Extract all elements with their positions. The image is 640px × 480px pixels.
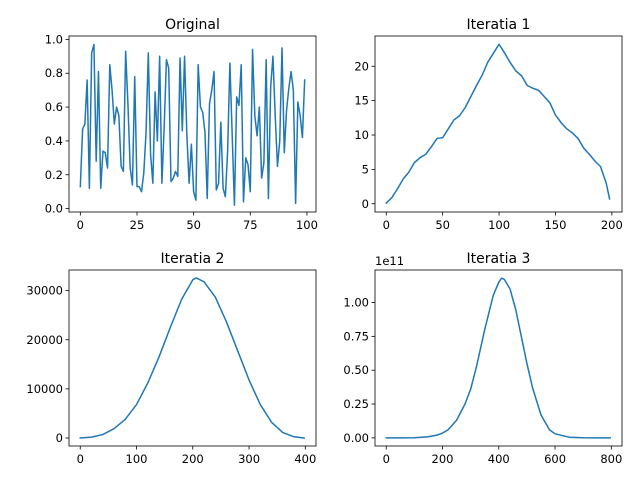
x-tick-label: 100 — [296, 218, 318, 232]
y-tick-label: 1.0 — [45, 32, 63, 46]
subplot-4: 0 200 400 600 800 0.00 0.25 0.50 0.75 1.00 Iterati… — [343, 251, 623, 466]
y-tick-label: 0.4 — [45, 134, 63, 148]
y-tick-label: 0.00 — [343, 431, 369, 445]
x-tick-label: 200 — [182, 452, 204, 466]
subplot-title: Original — [165, 17, 220, 33]
subplot-title: Iteratia 1 — [467, 17, 531, 33]
y-tick-label: 10 — [354, 128, 369, 142]
x-tick-label: 0 — [383, 218, 390, 232]
x-tick-label: 0 — [77, 452, 84, 466]
y-tick-label: 0 — [362, 197, 369, 211]
y-tick-label: 0.50 — [343, 363, 369, 377]
x-tick-label: 400 — [488, 452, 510, 466]
x-tick-label: 200 — [432, 452, 454, 466]
x-tick-label: 300 — [238, 452, 260, 466]
x-tick-label: 0 — [77, 218, 84, 232]
y-tick-label: 0.75 — [343, 329, 369, 343]
x-tick-label: 100 — [126, 452, 148, 466]
x-tick-label: 50 — [435, 218, 450, 232]
y-tick-label: 20 — [354, 59, 369, 73]
x-tick-label: 150 — [544, 218, 566, 232]
x-tick-label: 600 — [544, 452, 566, 466]
y-tick-label: 0.25 — [343, 397, 369, 411]
x-tick-label: 50 — [186, 218, 201, 232]
x-tick-label: 800 — [600, 452, 622, 466]
y-tick-label: 30000 — [26, 284, 63, 298]
series-line — [79, 277, 306, 439]
y-tick-label: 5 — [362, 162, 369, 176]
y-tick-label: 0.0 — [45, 202, 63, 216]
series-line — [385, 43, 611, 205]
subplot-title: Iteratia 3 — [467, 251, 531, 267]
y-tick-label: 0 — [56, 431, 63, 445]
series-line — [79, 43, 306, 206]
y-tick-label: 15 — [354, 94, 369, 108]
x-tick-label: 400 — [294, 452, 316, 466]
y-tick-label: 1.00 — [343, 295, 369, 309]
y-tick-label: 20000 — [26, 333, 63, 347]
series-line — [385, 277, 611, 439]
subplot-1: 0 25 50 75 100 0.0 0.2 0.4 0.6 0.8 1.0 Original — [45, 17, 318, 232]
axes-frame — [68, 35, 317, 213]
axis-offset-label: 1e11 — [375, 254, 404, 268]
subplot-title: Iteratia 2 — [161, 251, 225, 267]
x-tick-label: 200 — [601, 218, 623, 232]
x-tick-label: 75 — [243, 218, 258, 232]
y-tick-label: 10000 — [26, 382, 63, 396]
y-tick-label: 0.6 — [45, 100, 63, 114]
y-tick-label: 0.2 — [45, 168, 63, 182]
x-tick-label: 100 — [488, 218, 510, 232]
axes-frame — [374, 35, 623, 213]
x-tick-label: 0 — [383, 452, 390, 466]
y-tick-label: 0.8 — [45, 66, 63, 80]
subplot-2: 0 50 100 150 200 0 5 10 15 20 Iteratia 1 — [354, 17, 622, 232]
x-tick-label: 25 — [130, 218, 145, 232]
subplot-3: 0 100 200 300 400 0 10000 20000 30000 Iteratia 2 — [26, 251, 317, 466]
